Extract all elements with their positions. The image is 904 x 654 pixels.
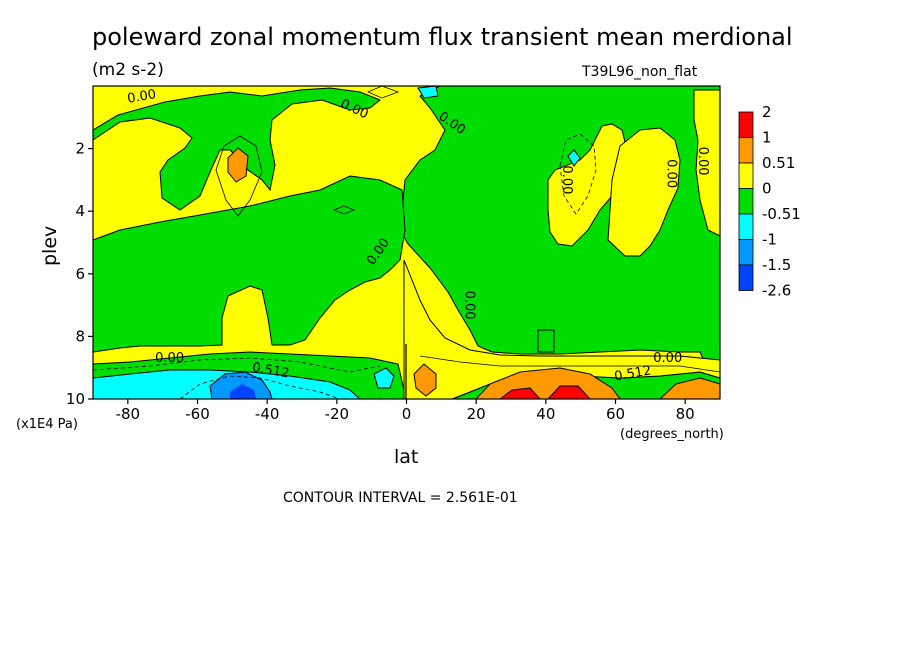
colorbar-label: -0.51 xyxy=(762,205,801,223)
y-axis-units: (x1E4 Pa) xyxy=(16,417,78,432)
run-label: T39L96_non_flat xyxy=(581,64,698,80)
contour-label: 0.512 xyxy=(613,363,652,384)
colorbar-label: -2.6 xyxy=(762,282,791,300)
y-tick-label: 10 xyxy=(66,390,85,408)
colorbar-label: 2 xyxy=(762,103,772,121)
contour-line-top-small xyxy=(366,85,400,99)
contour-line-mid-small xyxy=(332,205,356,215)
fill-region-orange-upper-left xyxy=(227,147,249,183)
colorbar-swatch xyxy=(738,111,754,138)
contour-label: 0.00 xyxy=(462,291,477,320)
y-tick-label: 8 xyxy=(75,327,85,345)
x-tick-label: -20 xyxy=(325,405,350,423)
contour-label: 0.00 xyxy=(559,165,574,194)
contour-label: 0.00 xyxy=(695,147,710,176)
colorbar-label: -1.5 xyxy=(762,256,791,274)
fill-region-cyan-small-1 xyxy=(373,367,395,389)
chart-title: poleward zonal momentum flux transient m… xyxy=(92,23,793,51)
colorbar-label: 0 xyxy=(762,180,772,198)
y-tick-label: 2 xyxy=(75,140,85,158)
colorbar-swatch xyxy=(738,213,754,240)
contour-line-upper-left xyxy=(215,135,263,217)
colorbar-swatch xyxy=(738,239,754,266)
contour-interval-note: CONTOUR INTERVAL = 2.561E-01 xyxy=(283,490,518,506)
x-tick-label: 0 xyxy=(402,405,412,423)
x-tick-label: -40 xyxy=(255,405,280,423)
contour-line-right-dashed xyxy=(559,133,597,215)
contour-label: 0.00 xyxy=(664,159,679,188)
x-tick-label: 80 xyxy=(676,405,695,423)
fill-region-darkblue xyxy=(230,384,256,399)
y-axis-label: plev xyxy=(39,226,61,266)
contour-line-lower-dashed-2 xyxy=(179,375,341,400)
x-tick-label: 60 xyxy=(606,405,625,423)
chart-units: (m2 s-2) xyxy=(92,60,164,80)
x-tick-label: -60 xyxy=(185,405,210,423)
colorbar-label: 0.51 xyxy=(762,154,795,172)
colorbar-swatch xyxy=(738,137,754,164)
y-tick-label: 4 xyxy=(75,202,85,220)
contour-label: 0.00 xyxy=(126,87,157,107)
contour-line-lower-dashed-1 xyxy=(92,357,381,373)
plot-area xyxy=(92,85,721,400)
fill-region-cyan-small-2 xyxy=(567,149,581,167)
colorbar-label: 1 xyxy=(762,129,772,147)
contour-label: 0.00 xyxy=(653,351,682,366)
colorbar: 2 1 0.51 0 -0.51 -1 -1.5 -2.6 xyxy=(738,103,801,300)
colorbar-swatch xyxy=(738,188,754,215)
fill-region-orange-center xyxy=(413,363,437,397)
x-axis-units: (degrees_north) xyxy=(620,427,724,442)
fill-region-green-small xyxy=(537,329,555,353)
fill-region-green-mid-left xyxy=(92,175,406,353)
fill-region-cyan-top xyxy=(417,85,439,99)
x-axis-label: lat xyxy=(394,446,418,468)
y-tick-label: 6 xyxy=(75,265,85,283)
fill-region-green-top-left xyxy=(92,86,381,211)
contour-line-lower-right xyxy=(419,355,721,373)
colorbar-swatch xyxy=(738,162,754,189)
colorbar-label: -1 xyxy=(762,231,777,249)
fill-region-yellow-right-2 xyxy=(607,127,681,257)
axes: -80 -60 -40 -20 0 20 40 60 80 2 4 6 8 10 xyxy=(66,140,695,423)
x-tick-label: 20 xyxy=(467,405,486,423)
colorbar-swatch xyxy=(738,264,754,291)
x-tick-label: 40 xyxy=(536,405,555,423)
contour-label: 0.00 xyxy=(155,351,184,366)
x-tick-label: -80 xyxy=(116,405,141,423)
contour-label: 0.512 xyxy=(251,360,290,381)
